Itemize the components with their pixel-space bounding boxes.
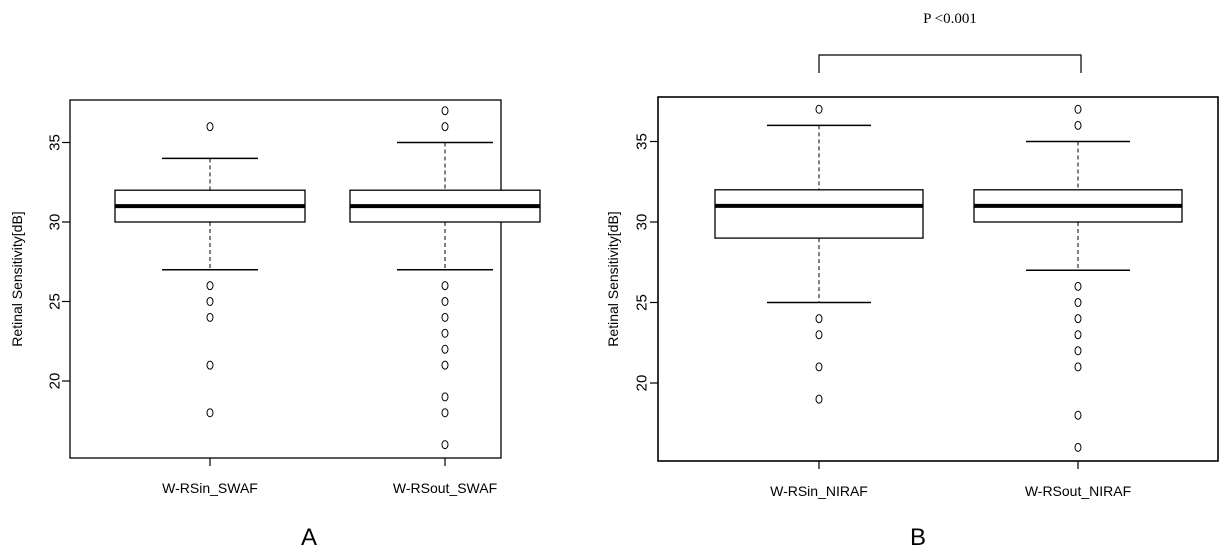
panel-a-box-2: [349, 106, 541, 450]
panel-a-y-axis: 20 25 30 35: [47, 134, 70, 390]
outlier-point: [206, 360, 214, 370]
outlier-point: [1074, 104, 1082, 114]
panel-a-boxes: [114, 106, 541, 450]
panel-b-y-tick-label: 20: [634, 375, 651, 392]
outlier-point: [1074, 314, 1082, 324]
panel-b-y-tick-label: 25: [634, 294, 651, 311]
outlier-point: [441, 297, 449, 306]
panel-b-boxes: [714, 104, 1183, 452]
outlier-point: [206, 281, 214, 291]
outlier-point: [441, 122, 449, 132]
panel-a-category-label: W-RSin_SWAF: [162, 480, 258, 496]
outlier-point: [815, 314, 823, 324]
outlier-point: [441, 106, 449, 116]
outlier-point: [206, 297, 214, 306]
outlier-point: [206, 408, 214, 418]
outlier-point: [441, 281, 449, 291]
panel-b-x-axis: W-RSin_NIRAF W-RSout_NIRAF: [770, 461, 1131, 499]
outlier-point: [441, 328, 449, 338]
outlier-point: [441, 312, 449, 322]
interquartile-box: [714, 189, 924, 239]
outlier-point: [815, 330, 823, 340]
panel-b-plot-frame: [657, 96, 1219, 462]
panel-a-y-tick-label: 25: [47, 293, 64, 310]
significance-bracket: [818, 54, 1082, 73]
panel-b-category-label: W-RSin_NIRAF: [770, 483, 868, 499]
outlier-point: [441, 440, 449, 450]
outlier-point: [815, 394, 823, 404]
outlier-point: [206, 122, 214, 132]
outlier-point: [815, 104, 823, 114]
panel-b-category-label: W-RSout_NIRAF: [1025, 483, 1131, 499]
outlier-point: [206, 312, 214, 322]
outlier-point: [1074, 410, 1082, 420]
outlier-point: [815, 362, 823, 372]
panel-a: Retinal Sensitivity[dB] 20 25 30 35 W-RSin_…: [9, 99, 541, 551]
outlier-point: [441, 392, 449, 402]
outlier-point: [1074, 298, 1082, 307]
panel-b-box-1: [714, 104, 924, 404]
outlier-point: [1074, 362, 1082, 372]
panel-a-y-tick-label: 20: [47, 373, 64, 390]
panel-a-box-1: [114, 122, 306, 418]
significance-annotation: P <0.001: [923, 11, 977, 27]
panel-a-y-tick-label: 30: [47, 214, 64, 231]
panel-a-x-axis: W-RSin_SWAF W-RSout_SWAF: [162, 458, 497, 496]
outlier-point: [441, 360, 449, 370]
panel-b: Retinal Sensitivity[dB] 20 25 30 35 W-RSin_…: [605, 11, 1219, 551]
panel-b-box-2: [973, 104, 1183, 452]
panel-b-y-axis: 20 25 30 35: [634, 133, 658, 392]
outlier-point: [441, 344, 449, 354]
panel-a-category-label: W-RSout_SWAF: [393, 480, 497, 496]
panel-b-ylabel: Retinal Sensitivity[dB]: [605, 211, 621, 346]
panel-a-label: A: [301, 524, 317, 551]
panel-b-y-tick-label: 35: [634, 133, 651, 150]
outlier-point: [1074, 330, 1082, 340]
outlier-point: [1074, 120, 1082, 130]
panel-b-y-tick-label: 30: [634, 214, 651, 231]
panel-a-plot-frame: [69, 99, 502, 459]
outlier-point: [441, 408, 449, 418]
outlier-point: [1074, 442, 1082, 452]
panel-a-y-tick-label: 35: [47, 134, 64, 151]
outlier-point: [1074, 346, 1082, 356]
panel-b-label: B: [910, 524, 926, 551]
outlier-point: [1074, 281, 1082, 291]
panel-a-ylabel: Retinal Sensitivity[dB]: [9, 211, 25, 346]
